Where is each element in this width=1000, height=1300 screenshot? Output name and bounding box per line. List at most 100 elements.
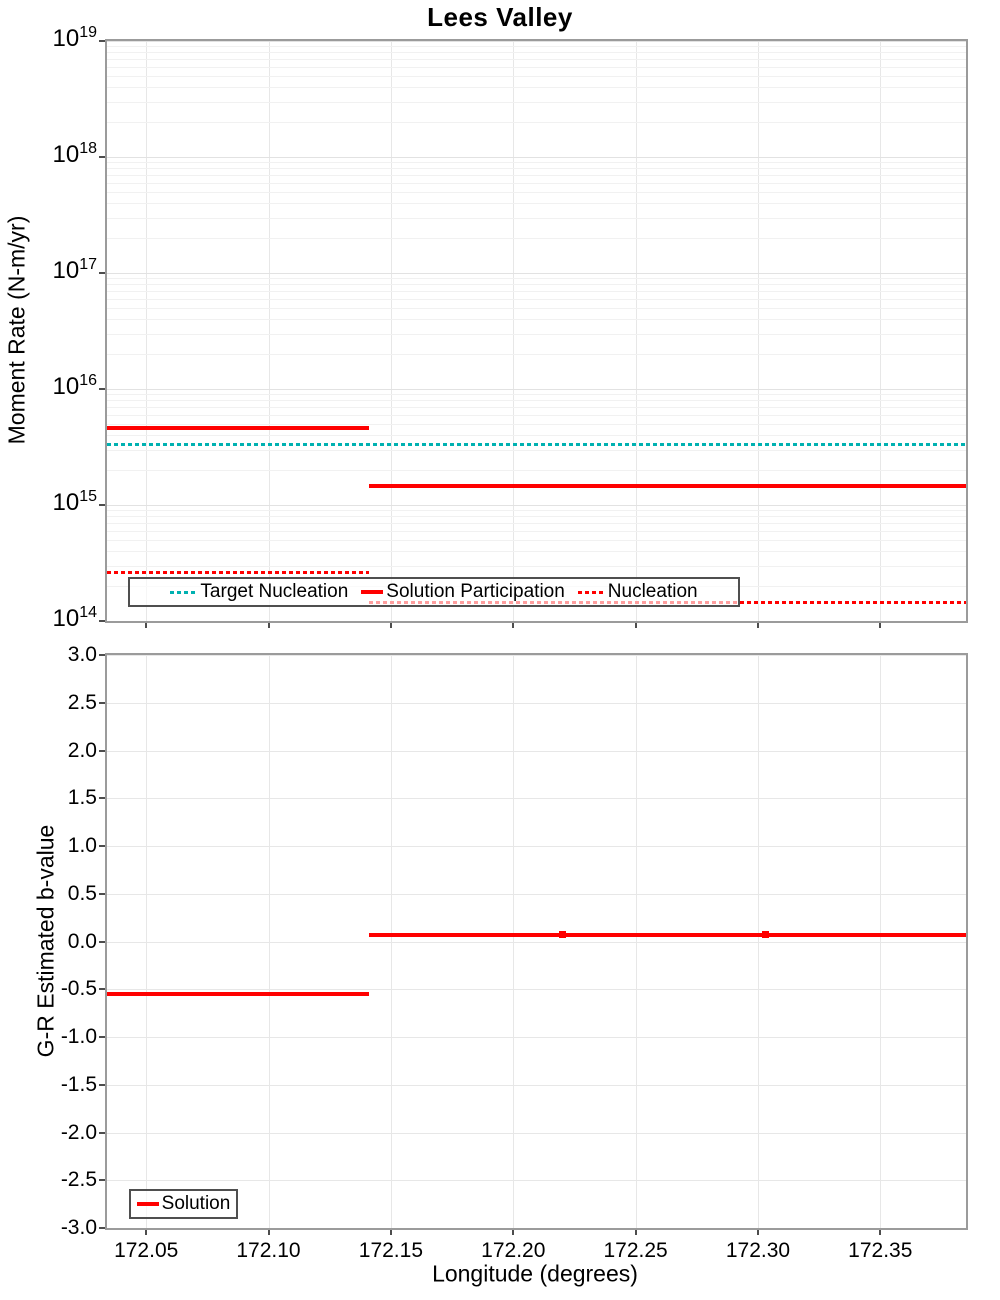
gridline-horizontal-minor (107, 203, 966, 205)
gridline-horizontal-minor (107, 217, 966, 219)
legend-label: Target Nucleation (200, 581, 349, 602)
gridline-horizontal-minor (107, 565, 966, 567)
gridline-horizontal-minor (107, 510, 966, 512)
x-tick-mark (512, 1230, 515, 1235)
y-tick-label: -0.5 (60, 977, 97, 1001)
gridline-horizontal-minor (107, 435, 966, 437)
gridline-horizontal-minor (107, 307, 966, 309)
y-tick-mark (99, 749, 105, 752)
legend-item: Solution Participation (361, 581, 565, 603)
gridline-horizontal-minor (107, 333, 966, 335)
gridline-horizontal-minor (107, 400, 966, 402)
b-value-legend: Solution (129, 1189, 238, 1219)
gridline-horizontal-minor (107, 470, 966, 472)
gridline-horizontal (107, 621, 966, 622)
series-line-solution-vertex-marker (761, 931, 769, 939)
gridline-horizontal (107, 798, 966, 800)
gridline-horizontal (107, 389, 966, 390)
gridline-horizontal-minor (107, 516, 966, 518)
legend-label: Nucleation (607, 581, 698, 602)
legend-line-sample (361, 590, 384, 594)
gridline-horizontal-minor (107, 284, 966, 286)
gridline-horizontal-minor (107, 423, 966, 425)
gridline-horizontal (107, 702, 966, 704)
gridline-horizontal (107, 273, 966, 274)
y-tick-label: -1.5 (60, 1072, 97, 1096)
moment-rate-plot-area (105, 39, 968, 623)
y-tick-mark (99, 845, 105, 847)
gridline-horizontal (107, 750, 966, 752)
y-tick-mark (99, 988, 105, 991)
y-tick-mark (99, 1179, 105, 1182)
y-tick-mark (99, 654, 105, 656)
y-tick-mark (99, 940, 105, 943)
y-tick-label: 1019 (52, 24, 98, 53)
legend-label: Solution Participation (386, 581, 565, 602)
x-tick-label: 172.05 (114, 1239, 179, 1262)
gridline-vertical (390, 41, 392, 621)
y-tick-label: 3.0 (67, 643, 97, 666)
x-tick-mark (145, 1230, 148, 1235)
gridline-horizontal-minor (107, 319, 966, 321)
gridline-horizontal-minor (107, 66, 966, 68)
y-tick-label: -2.5 (60, 1168, 97, 1192)
x-tick-mark (267, 623, 270, 628)
gridline-horizontal-minor (107, 539, 966, 541)
x-tick-label: 172.30 (725, 1239, 791, 1262)
gridline-horizontal-minor (107, 449, 966, 451)
x-tick-label: 172.20 (481, 1239, 546, 1262)
series-line-nucleation (107, 571, 369, 575)
y-tick-label: -2.0 (60, 1120, 97, 1144)
y-tick-label: 1017 (52, 256, 98, 285)
gridline-horizontal-minor (107, 101, 966, 103)
y-tick-label: 0.5 (67, 881, 97, 905)
legend-line-sample (170, 590, 198, 594)
gridline-horizontal-minor (107, 530, 966, 532)
x-tick-mark (389, 1230, 392, 1235)
y-tick-label: 0.0 (67, 929, 97, 953)
x-tick-mark (757, 623, 759, 628)
gridline-horizontal (107, 1084, 966, 1086)
chart-title: Lees Valley (427, 2, 573, 32)
gridline-horizontal (107, 1180, 966, 1182)
legend-item: Solution (136, 1193, 230, 1215)
gridline-vertical (268, 41, 270, 621)
y-tick-mark (99, 892, 105, 895)
y-tick-mark (99, 1227, 105, 1229)
series-line-solution-participation (368, 483, 966, 488)
y-tick-label: 1.5 (67, 786, 97, 810)
y-tick-mark (99, 1036, 105, 1038)
gridline-horizontal-minor (107, 191, 966, 193)
gridline-horizontal (107, 989, 966, 991)
gridline-horizontal-minor (107, 394, 966, 396)
y-tick-mark (99, 797, 105, 800)
moment-rate-legend: Target Nucleation Solution Participation N… (128, 577, 740, 607)
x-tick-mark (389, 623, 392, 628)
gridline-horizontal (107, 505, 966, 506)
x-tick-mark (512, 623, 515, 628)
b-value-plot-area (105, 653, 968, 1230)
gridline-vertical (635, 41, 637, 621)
series-line-solution-participation (107, 426, 369, 431)
gridline-horizontal-minor (107, 122, 966, 124)
x-tick-mark (879, 623, 882, 628)
series-line-target-nucleation (107, 443, 966, 447)
series-line-solution (107, 992, 369, 996)
gridline-horizontal-minor (107, 354, 966, 356)
legend-line-sample (577, 590, 605, 594)
y-tick-mark (99, 1131, 105, 1134)
y-tick-mark (99, 701, 105, 704)
gridline-horizontal-minor (107, 87, 966, 89)
y-tick-mark (99, 388, 105, 390)
b-value-axis-title: G-R Estimated b-value (32, 824, 59, 1058)
gridline-horizontal-minor (107, 75, 966, 77)
y-tick-mark (99, 1083, 105, 1086)
gridline-horizontal (107, 1132, 966, 1134)
gridline-horizontal-minor (107, 162, 966, 164)
y-tick-label: 2.5 (67, 690, 97, 714)
legend-item: Target Nucleation (170, 581, 348, 603)
gridline-horizontal-minor (107, 407, 966, 408)
gridline-horizontal-minor (107, 182, 966, 184)
gridline-horizontal-minor (107, 168, 966, 170)
